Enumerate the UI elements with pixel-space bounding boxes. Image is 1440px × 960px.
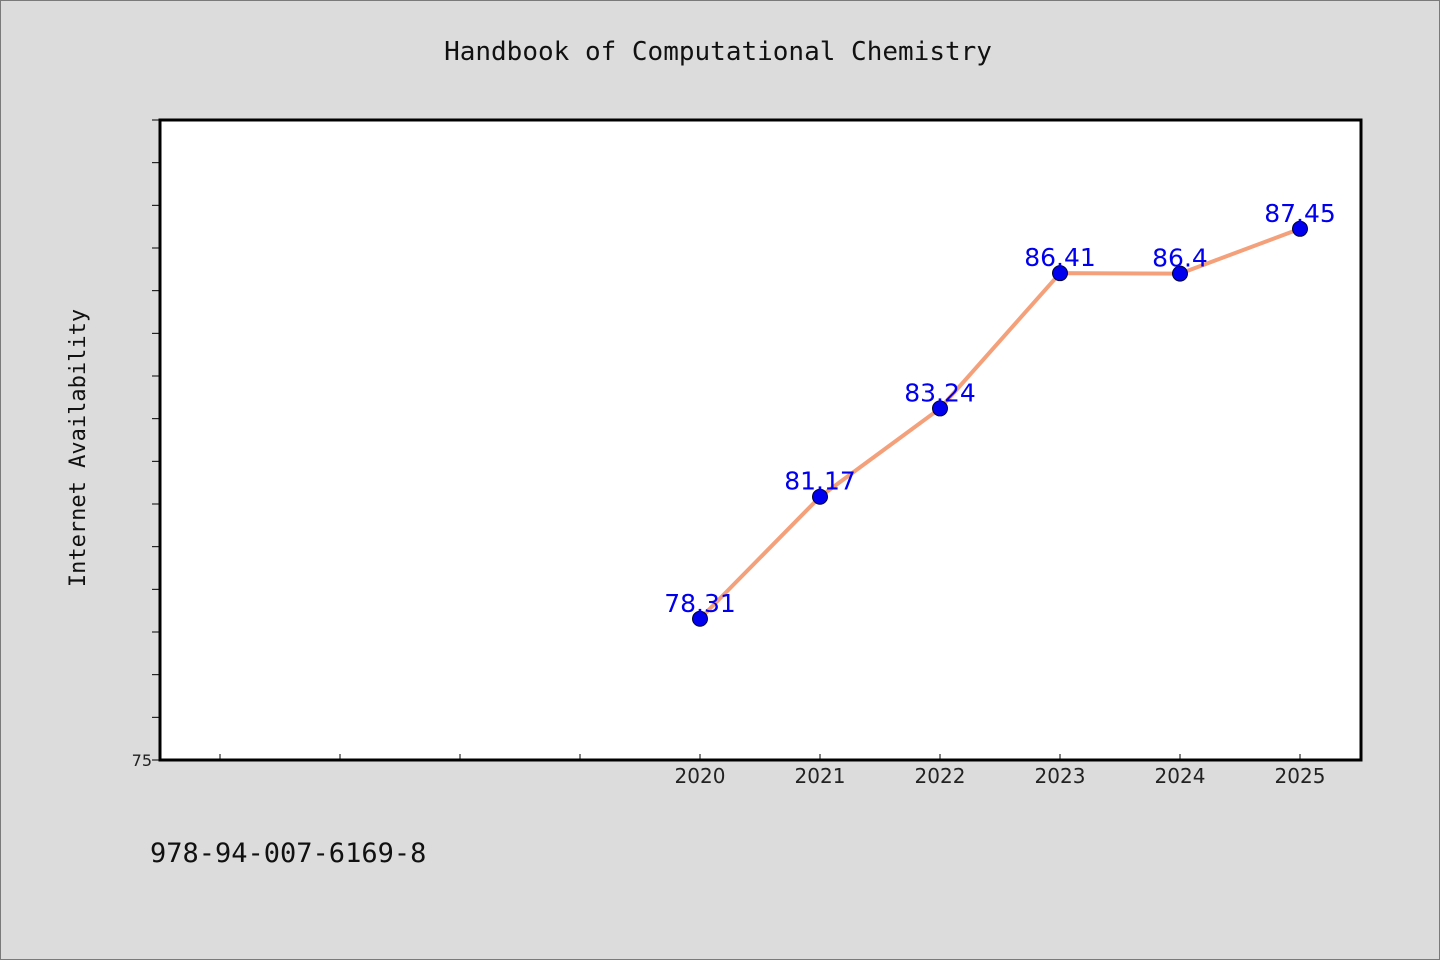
x-tick-label: 2022	[915, 764, 966, 788]
data-labels: 78.31 81.17 83.24 86.41 86.4 87.45	[664, 199, 1336, 618]
data-label: 81.17	[784, 467, 856, 496]
y-axis-ticks: 75	[132, 119, 160, 770]
data-point	[932, 400, 948, 417]
chart-title: Handbook of Computational Chemistry	[444, 37, 992, 67]
data-label: 86.4	[1152, 244, 1208, 273]
x-tick-label: 2020	[675, 764, 726, 788]
data-label: 86.41	[1024, 243, 1096, 272]
data-point	[1052, 265, 1068, 282]
data-point	[1292, 220, 1308, 237]
data-point	[692, 610, 708, 627]
data-points	[692, 220, 1308, 627]
x-tick-label: 2023	[1035, 764, 1086, 788]
x-tick-label: 2025	[1275, 764, 1326, 788]
data-point	[812, 488, 828, 505]
data-label: 83.24	[904, 378, 976, 407]
series-line	[698, 226, 1301, 621]
x-tick-label: 2021	[795, 764, 846, 788]
series-line-group	[698, 226, 1301, 621]
y-axis-label: Internet Availability	[66, 309, 91, 587]
data-label: 87.45	[1264, 199, 1336, 228]
plot-area	[158, 118, 1363, 762]
y-tick-label: 75	[132, 751, 152, 770]
data-label: 78.31	[664, 589, 736, 618]
isbn-text: 978-94-007-6169-8	[150, 838, 426, 869]
x-axis-ticks: 2020 2021 2022 2023 2024 2025	[219, 754, 1326, 788]
x-tick-label: 2024	[1155, 764, 1206, 788]
data-point	[1172, 265, 1188, 282]
